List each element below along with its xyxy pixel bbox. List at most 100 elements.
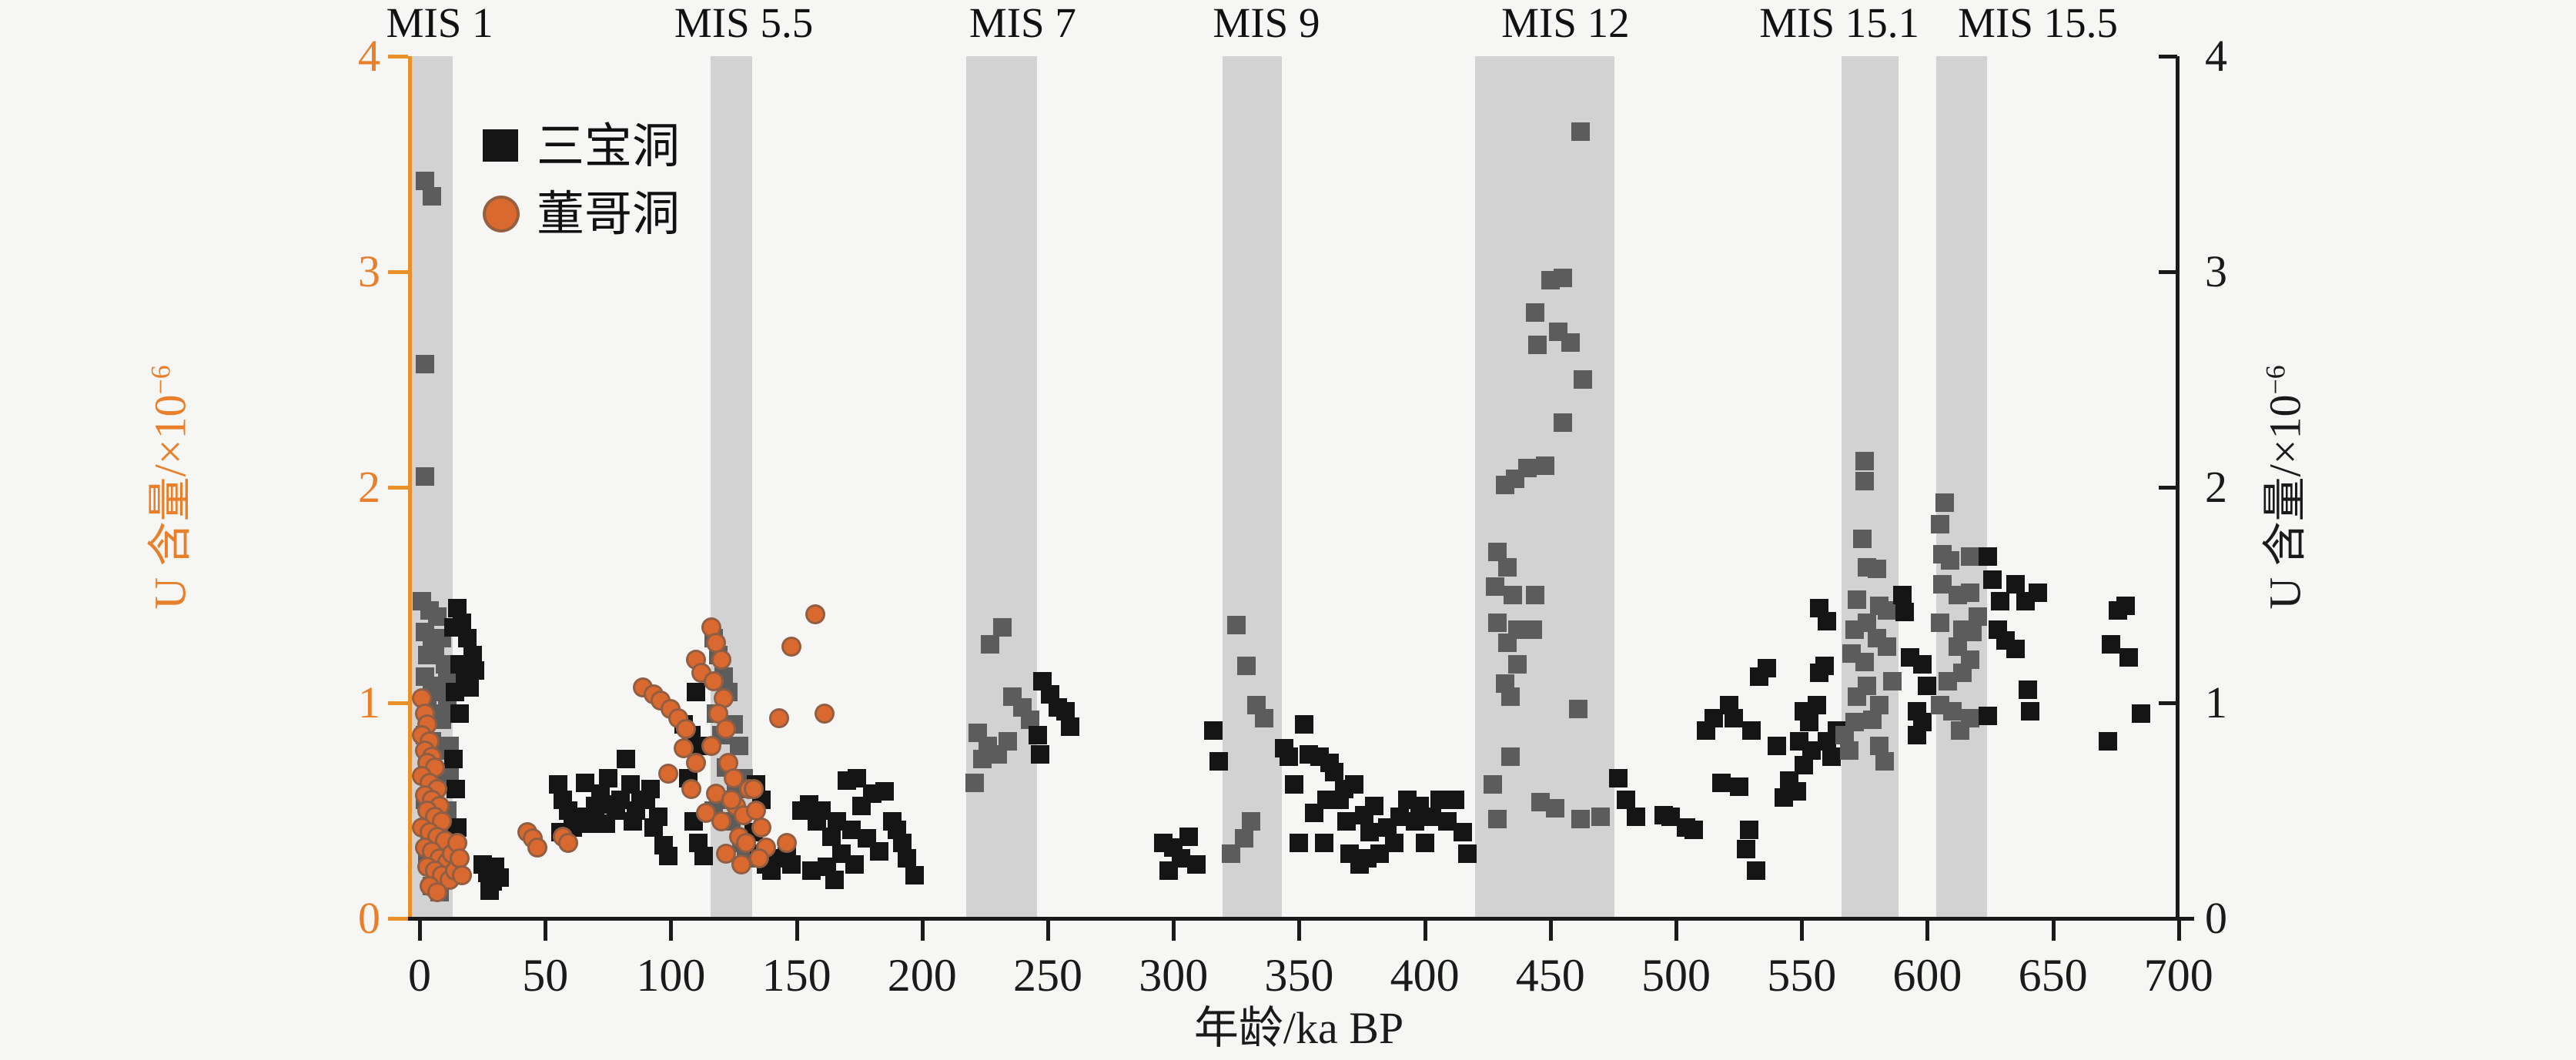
legend-dongge-label: 董哥洞 bbox=[537, 189, 681, 241]
sanbao-data-point bbox=[1991, 592, 2010, 611]
sanbao-data-point bbox=[1325, 762, 1344, 781]
right-axis-tick bbox=[2159, 486, 2177, 490]
sanbao-data-point bbox=[1918, 676, 1937, 695]
sanbao-data-point bbox=[1345, 775, 1364, 794]
x-axis-tick bbox=[2051, 921, 2056, 941]
sanbao-data-point bbox=[1554, 413, 1573, 432]
sanbao-data-point bbox=[1747, 861, 1766, 881]
x-axis-title: 年龄/ka BP bbox=[1193, 1003, 1404, 1053]
sanbao-data-point bbox=[1935, 493, 1955, 512]
sanbao-data-point bbox=[1528, 336, 1547, 355]
dongge-data-point bbox=[527, 837, 548, 858]
sanbao-data-point bbox=[1315, 834, 1334, 852]
dongge-data-point bbox=[681, 779, 701, 799]
x-axis-tick-label: 350 bbox=[1264, 950, 1334, 1001]
sanbao-data-point bbox=[2099, 732, 2118, 751]
dongge-data-point bbox=[658, 764, 679, 784]
x-axis-tick bbox=[418, 921, 422, 941]
mis-band-label: MIS 9 bbox=[1213, 0, 1320, 46]
sanbao-data-point bbox=[460, 678, 480, 697]
sanbao-data-point bbox=[480, 881, 500, 900]
sanbao-data-point bbox=[1938, 672, 1957, 691]
x-axis-tick bbox=[795, 921, 799, 941]
sanbao-data-point bbox=[1787, 781, 1806, 801]
right-axis-tick-label: 3 bbox=[2205, 246, 2227, 296]
left-axis-tick-label: 4 bbox=[358, 31, 380, 81]
sanbao-data-point bbox=[1385, 834, 1404, 852]
sanbao-data-point bbox=[998, 732, 1017, 751]
mis-band-label: MIS 12 bbox=[1501, 0, 1630, 46]
sanbao-data-point bbox=[1496, 476, 1515, 495]
sanbao-data-point bbox=[1983, 570, 2002, 590]
sanbao-data-point bbox=[1817, 611, 1836, 630]
right-axis-tick bbox=[2159, 270, 2177, 274]
sanbao-data-point bbox=[1186, 855, 1206, 874]
sanbao-data-point bbox=[1485, 577, 1504, 596]
sanbao-data-point bbox=[973, 749, 992, 768]
sanbao-data-point bbox=[1222, 844, 1241, 863]
sanbao-data-point bbox=[616, 749, 635, 768]
sanbao-data-point bbox=[1815, 657, 1834, 676]
x-axis-tick bbox=[1800, 921, 1805, 941]
sanbao-data-point bbox=[1337, 812, 1357, 831]
sanbao-data-point bbox=[1739, 821, 1758, 840]
sanbao-data-point bbox=[870, 842, 889, 861]
sanbao-data-point bbox=[624, 812, 643, 831]
sanbao-data-point bbox=[1960, 584, 1979, 603]
legend-sanbao-square-marker bbox=[483, 129, 518, 162]
sanbao-data-point bbox=[845, 855, 864, 874]
right-axis-tick bbox=[2159, 917, 2177, 921]
sanbao-data-point bbox=[447, 780, 466, 798]
dongge-data-point bbox=[751, 818, 771, 838]
sanbao-data-point bbox=[729, 737, 748, 755]
sanbao-data-point bbox=[1488, 810, 1507, 829]
sanbao-data-point bbox=[1357, 848, 1377, 868]
sanbao-data-point bbox=[1526, 303, 1545, 323]
sanbao-data-point bbox=[1822, 747, 1842, 766]
sanbao-data-point bbox=[1741, 721, 1761, 741]
sanbao-data-point bbox=[1498, 633, 1517, 652]
x-axis-tick-label: 100 bbox=[636, 950, 706, 1001]
x-axis-tick bbox=[2176, 921, 2181, 941]
x-axis-tick-label: 500 bbox=[1641, 950, 1711, 1001]
dongge-data-point bbox=[781, 637, 802, 657]
sanbao-data-point bbox=[1930, 514, 1949, 533]
sanbao-data-point bbox=[1526, 586, 1545, 604]
x-axis-tick bbox=[1674, 921, 1678, 941]
sanbao-data-point bbox=[2006, 640, 2025, 658]
sanbao-data-point bbox=[1862, 711, 1882, 730]
sanbao-data-point bbox=[2119, 648, 2138, 667]
left-y-axis-line bbox=[408, 56, 412, 920]
sanbao-data-point bbox=[1546, 799, 1565, 818]
sanbao-data-point bbox=[1626, 808, 1645, 827]
sanbao-data-point bbox=[905, 866, 924, 884]
sanbao-data-point bbox=[1767, 737, 1786, 755]
right-axis-tick bbox=[2159, 701, 2177, 705]
sanbao-data-point bbox=[1204, 721, 1223, 741]
sanbao-data-point bbox=[1028, 726, 1047, 744]
sanbao-data-point bbox=[1236, 657, 1256, 676]
sanbao-data-point bbox=[1317, 791, 1337, 809]
sanbao-data-point bbox=[423, 187, 442, 206]
x-axis-tick-label: 400 bbox=[1390, 950, 1460, 1001]
sanbao-data-point bbox=[1571, 122, 1590, 141]
sanbao-data-point bbox=[1978, 706, 1997, 725]
sanbao-data-point bbox=[2006, 575, 2025, 594]
dongge-data-point bbox=[686, 753, 707, 774]
x-axis-tick bbox=[1297, 921, 1302, 941]
sanbao-data-point bbox=[1930, 614, 1949, 633]
sanbao-data-point bbox=[1290, 834, 1309, 852]
sanbao-data-point bbox=[1912, 654, 1932, 674]
sanbao-data-point bbox=[1878, 637, 1897, 657]
right-axis-tick bbox=[2159, 55, 2177, 59]
sanbao-data-point bbox=[1508, 654, 1527, 674]
dongge-data-point bbox=[703, 671, 724, 691]
x-axis-tick bbox=[1423, 921, 1427, 941]
left-axis-title-exponent: −6 bbox=[145, 365, 176, 395]
left-axis-tick bbox=[388, 701, 408, 705]
x-axis-tick-label: 600 bbox=[1892, 950, 1962, 1001]
x-axis-tick-label: 700 bbox=[2143, 950, 2213, 1001]
mis-band bbox=[1222, 56, 1282, 918]
sanbao-data-point bbox=[1943, 702, 1962, 721]
sanbao-data-point bbox=[825, 870, 844, 889]
